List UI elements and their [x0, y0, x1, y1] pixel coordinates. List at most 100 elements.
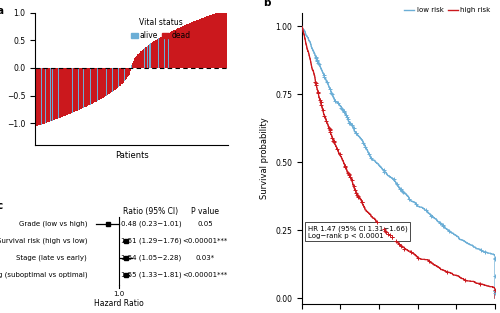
Bar	[73, 68, 74, 112]
Bar	[94, 68, 95, 102]
Legend: low risk, high risk: low risk, high risk	[402, 4, 494, 16]
Bar	[148, 45, 149, 68]
Bar	[154, 41, 155, 68]
Bar	[95, 68, 96, 102]
Bar	[77, 68, 78, 111]
Bar	[118, 68, 119, 87]
Bar	[79, 68, 80, 110]
Bar	[136, 55, 138, 68]
Bar	[129, 68, 130, 75]
Bar	[224, 10, 225, 68]
Bar	[112, 68, 113, 92]
Text: <0.00001***: <0.00001***	[182, 238, 228, 244]
Bar	[184, 25, 185, 68]
Bar	[106, 68, 108, 95]
Bar	[90, 68, 92, 104]
Bar	[220, 11, 221, 68]
Bar	[39, 68, 40, 125]
Bar	[134, 59, 135, 68]
Bar	[159, 38, 160, 68]
Text: Stage (late vs early): Stage (late vs early)	[16, 255, 87, 261]
Bar	[222, 11, 224, 68]
Bar	[124, 68, 125, 81]
Bar	[138, 54, 139, 68]
Bar	[114, 68, 115, 90]
Bar	[205, 17, 206, 68]
Bar	[190, 23, 191, 68]
Bar	[140, 51, 141, 68]
Bar	[195, 21, 196, 68]
Bar	[175, 29, 176, 68]
Bar	[37, 68, 38, 126]
Bar	[128, 68, 129, 76]
Bar	[160, 37, 161, 68]
Text: 0.05: 0.05	[198, 221, 213, 227]
Bar	[50, 68, 51, 121]
Bar	[133, 61, 134, 68]
Text: 0.03*: 0.03*	[196, 255, 214, 261]
Bar	[198, 19, 200, 68]
Bar	[170, 32, 171, 68]
Bar	[74, 68, 76, 112]
Bar	[80, 68, 82, 109]
Bar	[171, 31, 172, 68]
Text: a: a	[0, 6, 4, 16]
Bar	[221, 11, 222, 68]
Bar	[197, 20, 198, 68]
Bar	[186, 24, 187, 68]
Bar	[41, 68, 42, 125]
Bar	[36, 68, 37, 126]
Bar	[49, 68, 50, 122]
Bar	[165, 35, 166, 68]
Bar	[151, 43, 152, 68]
Bar	[132, 63, 133, 68]
Bar	[181, 27, 182, 68]
Bar	[206, 16, 207, 68]
Bar	[78, 68, 79, 110]
Bar	[182, 26, 184, 68]
Bar	[42, 68, 43, 124]
Text: 0.48 (0.23−1.01): 0.48 (0.23−1.01)	[120, 221, 182, 227]
Bar	[225, 10, 226, 68]
Bar	[87, 68, 88, 106]
Bar	[83, 68, 84, 108]
Bar	[99, 68, 100, 100]
Bar	[100, 68, 102, 99]
Bar	[210, 15, 211, 68]
Bar	[57, 68, 58, 119]
Bar	[155, 40, 156, 68]
Bar	[119, 68, 120, 86]
Bar	[168, 33, 169, 68]
Bar	[125, 68, 126, 80]
Bar	[54, 68, 56, 120]
Bar	[179, 28, 180, 68]
Bar	[139, 53, 140, 68]
Bar	[169, 33, 170, 68]
Bar	[48, 68, 49, 122]
Bar	[161, 37, 162, 68]
Text: 1.0: 1.0	[114, 291, 125, 297]
Bar	[201, 18, 202, 68]
Bar	[158, 38, 159, 68]
Bar	[82, 68, 83, 108]
Bar	[178, 28, 179, 68]
Bar	[72, 68, 73, 113]
Bar	[174, 30, 175, 68]
Y-axis label: Survival probability: Survival probability	[260, 117, 270, 199]
Bar	[218, 12, 220, 68]
Bar	[194, 21, 195, 68]
Bar	[214, 13, 215, 68]
Bar	[66, 68, 67, 115]
Bar	[58, 68, 59, 118]
Bar	[135, 57, 136, 68]
Bar	[207, 16, 208, 68]
Bar	[93, 68, 94, 103]
Bar	[185, 25, 186, 68]
X-axis label: Patients: Patients	[115, 151, 148, 160]
Bar	[84, 68, 85, 107]
Bar	[204, 17, 205, 68]
Bar	[108, 68, 109, 95]
Text: Grade (low vs high): Grade (low vs high)	[18, 221, 87, 227]
Bar	[76, 68, 77, 111]
Bar	[40, 68, 41, 125]
